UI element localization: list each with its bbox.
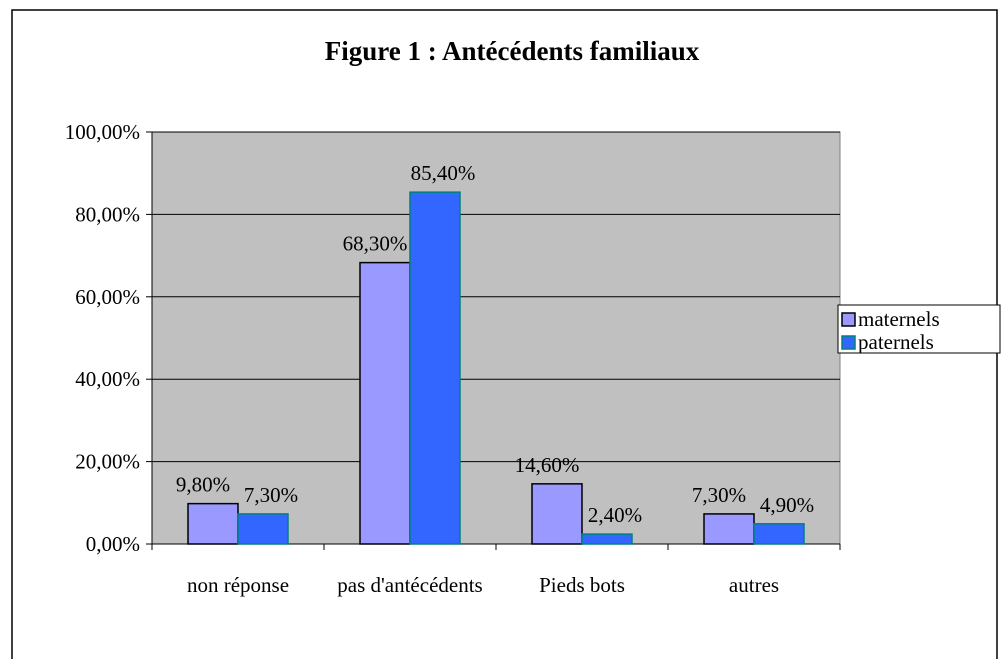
plot-area: [151, 131, 841, 545]
data-label: 2,40%: [588, 503, 642, 527]
legend-label: maternels: [858, 307, 940, 331]
legend-label: paternels: [858, 330, 934, 354]
x-tick-label: pas d'antécédents: [337, 573, 483, 597]
legend-box: [837, 304, 1001, 354]
data-label: 7,30%: [244, 483, 298, 507]
bar: [409, 191, 461, 545]
data-label: 68,30%: [343, 232, 408, 256]
bar: [753, 523, 805, 545]
legend-swatch: [841, 335, 856, 350]
bar: [703, 513, 755, 545]
data-label: 14,60%: [515, 453, 580, 477]
y-tick-label: 60,00%: [75, 285, 140, 309]
y-tick-label: 40,00%: [75, 367, 140, 391]
bar: [531, 483, 583, 545]
x-tick-label: non réponse: [186, 573, 290, 597]
x-tick-label: Pieds bots: [539, 573, 625, 597]
y-tick-label: 20,00%: [75, 450, 140, 474]
bar: [359, 261, 411, 545]
data-label: 9,80%: [176, 473, 230, 497]
x-tick-label: autres: [728, 573, 780, 597]
data-label: 85,40%: [411, 161, 476, 185]
y-tick-label: 100,00%: [65, 120, 140, 144]
chart-title: Figure 1 : Antécédents familiaux: [325, 36, 700, 66]
legend-swatch: [841, 312, 856, 327]
y-tick-label: 0,00%: [86, 532, 140, 556]
bar: [237, 513, 289, 545]
data-label: 4,90%: [760, 493, 814, 517]
y-tick-label: 80,00%: [75, 202, 140, 226]
bar: [581, 533, 633, 545]
data-label: 7,30%: [692, 483, 746, 507]
bar: [187, 502, 239, 545]
